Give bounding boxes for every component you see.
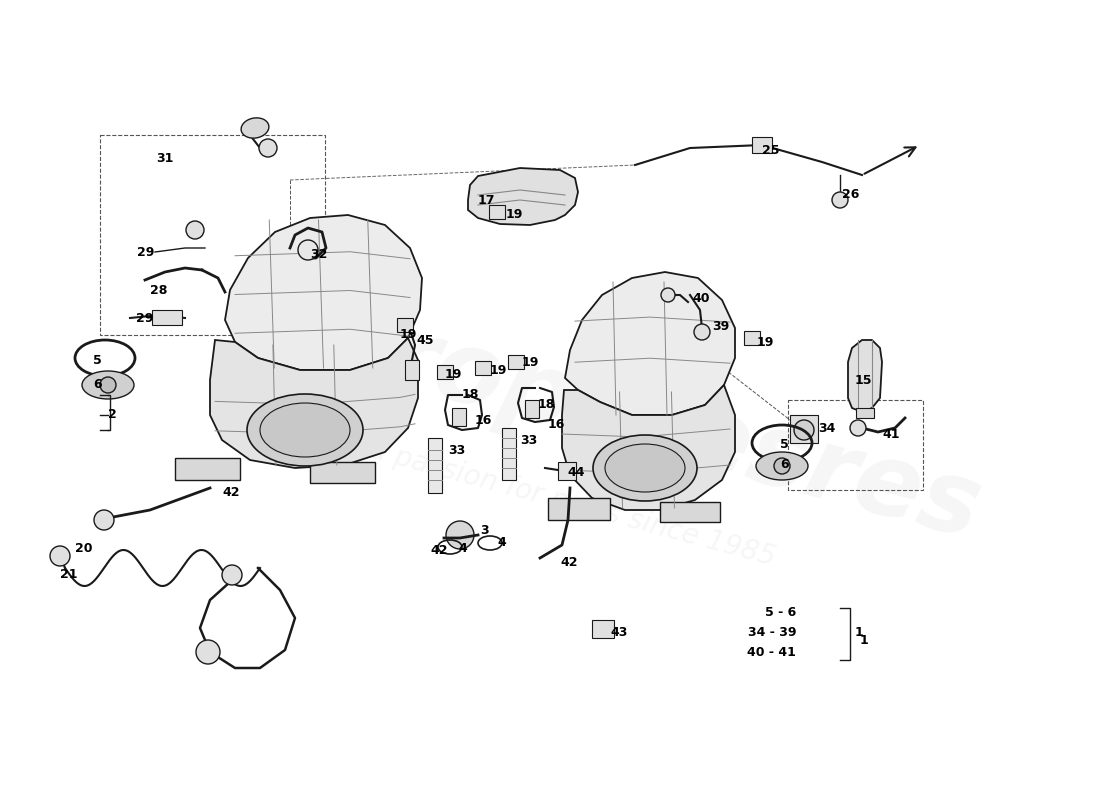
Text: 33: 33: [448, 443, 465, 457]
Text: 31: 31: [156, 151, 174, 165]
Text: 6: 6: [780, 458, 789, 470]
Polygon shape: [660, 502, 720, 522]
Circle shape: [222, 565, 242, 585]
Polygon shape: [468, 168, 578, 225]
Polygon shape: [565, 272, 735, 415]
Text: 34: 34: [818, 422, 835, 434]
Text: 15: 15: [855, 374, 872, 386]
Text: 28: 28: [150, 283, 167, 297]
Text: 5: 5: [780, 438, 789, 451]
Bar: [490, 205, 505, 219]
Text: 19: 19: [400, 329, 417, 342]
Text: 42: 42: [430, 543, 448, 557]
Polygon shape: [562, 385, 735, 510]
Bar: [558, 462, 576, 480]
Text: 19: 19: [506, 209, 524, 222]
Circle shape: [446, 521, 474, 549]
Text: 45: 45: [416, 334, 433, 346]
Text: europaresres: europaresres: [241, 272, 991, 560]
Circle shape: [258, 139, 277, 157]
Text: 16: 16: [475, 414, 493, 426]
Bar: [152, 310, 182, 325]
Bar: [744, 331, 760, 345]
Polygon shape: [175, 458, 240, 480]
Bar: [452, 408, 466, 426]
Circle shape: [661, 288, 675, 302]
Bar: [856, 408, 875, 418]
Text: 4: 4: [458, 542, 466, 554]
Ellipse shape: [248, 394, 363, 466]
Text: a passion for parts since 1985: a passion for parts since 1985: [365, 436, 779, 572]
Text: 29: 29: [136, 311, 153, 325]
Text: 43: 43: [610, 626, 627, 638]
Ellipse shape: [260, 403, 350, 457]
Text: 42: 42: [560, 555, 578, 569]
Text: 19: 19: [446, 369, 462, 382]
Bar: [100, 135, 324, 335]
Circle shape: [694, 324, 710, 340]
Circle shape: [794, 420, 814, 440]
Bar: [397, 318, 412, 332]
Text: 41: 41: [882, 429, 900, 442]
Text: 26: 26: [842, 189, 859, 202]
Polygon shape: [848, 340, 882, 412]
Bar: [508, 355, 524, 369]
Circle shape: [100, 377, 116, 393]
Ellipse shape: [756, 452, 808, 480]
Bar: [525, 400, 539, 418]
Text: 17: 17: [478, 194, 495, 206]
Bar: [405, 360, 419, 380]
Text: 19: 19: [490, 363, 507, 377]
Text: 42: 42: [222, 486, 240, 498]
Circle shape: [298, 240, 318, 260]
Bar: [475, 361, 491, 375]
Text: 1: 1: [860, 634, 869, 646]
Text: 32: 32: [310, 249, 328, 262]
Text: 40 - 41: 40 - 41: [747, 646, 796, 658]
Text: 16: 16: [548, 418, 565, 431]
Polygon shape: [548, 498, 610, 520]
Bar: [790, 415, 818, 443]
Text: 1: 1: [855, 626, 864, 638]
Circle shape: [196, 640, 220, 664]
Polygon shape: [310, 462, 375, 483]
Text: 4: 4: [497, 537, 506, 550]
Text: 20: 20: [75, 542, 92, 554]
Text: 3: 3: [480, 523, 488, 537]
Text: 2: 2: [108, 409, 117, 422]
Circle shape: [774, 458, 790, 474]
Text: 19: 19: [757, 337, 774, 350]
Circle shape: [832, 192, 848, 208]
Bar: [752, 137, 772, 153]
Circle shape: [50, 546, 70, 566]
Bar: [788, 400, 923, 490]
Text: 34 - 39: 34 - 39: [748, 626, 796, 638]
Text: 5: 5: [94, 354, 101, 366]
Bar: [592, 620, 614, 638]
Bar: [502, 428, 516, 480]
Text: 25: 25: [762, 143, 780, 157]
Text: 29: 29: [138, 246, 154, 259]
Polygon shape: [210, 338, 418, 468]
Circle shape: [186, 221, 204, 239]
Polygon shape: [226, 215, 422, 370]
Text: 40: 40: [692, 291, 710, 305]
Text: 18: 18: [462, 389, 480, 402]
Bar: [428, 438, 442, 493]
Ellipse shape: [593, 435, 697, 501]
Text: 19: 19: [522, 357, 539, 370]
Bar: [437, 365, 453, 379]
Circle shape: [94, 510, 114, 530]
Text: 21: 21: [60, 569, 77, 582]
Text: 18: 18: [538, 398, 556, 411]
Ellipse shape: [241, 118, 268, 138]
Text: 33: 33: [520, 434, 537, 446]
Text: 6: 6: [94, 378, 101, 391]
Ellipse shape: [605, 444, 685, 492]
Ellipse shape: [82, 371, 134, 399]
Text: 5 - 6: 5 - 6: [764, 606, 796, 618]
Circle shape: [850, 420, 866, 436]
Text: 44: 44: [566, 466, 584, 478]
Text: 39: 39: [712, 319, 729, 333]
